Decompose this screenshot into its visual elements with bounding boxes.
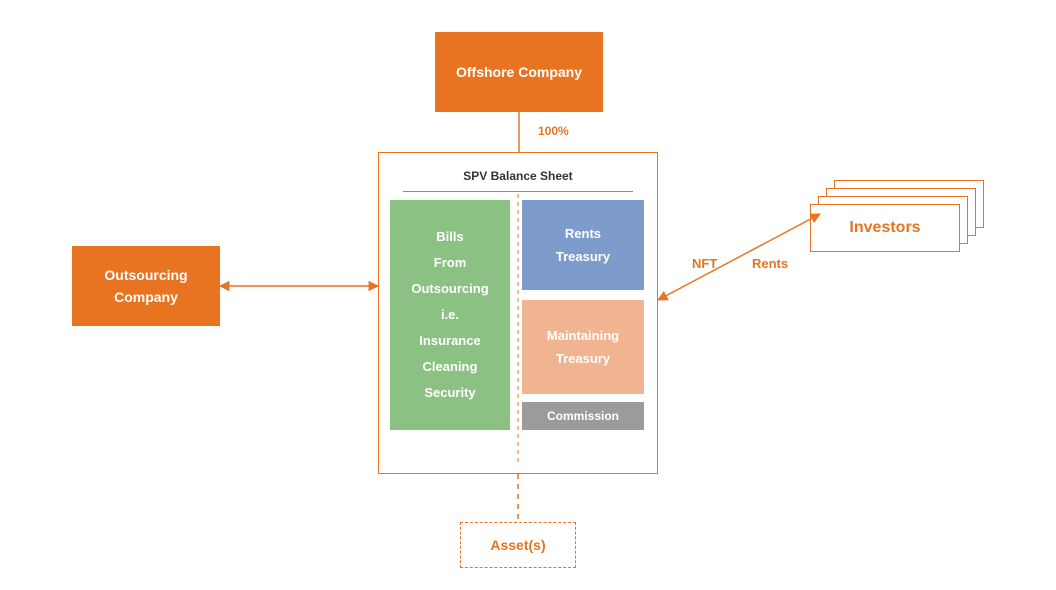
edge-spv-investors xyxy=(658,214,820,300)
edge-label-rents: Rents xyxy=(752,256,788,271)
spv-title-wrap: SPV Balance Sheet xyxy=(403,167,633,192)
assets-label: Asset(s) xyxy=(490,537,545,553)
outsourcing-company-node: Outsourcing Company xyxy=(72,246,220,326)
assets-node: Asset(s) xyxy=(460,522,576,568)
maintaining-treasury-label: Maintaining Treasury xyxy=(547,324,619,371)
commission-block: Commission xyxy=(522,402,644,430)
edge-label-nft: NFT xyxy=(692,256,717,271)
edge-label-100pct: 100% xyxy=(538,124,569,138)
bills-label: BillsFromOutsourcingi.e.InsuranceCleanin… xyxy=(411,224,488,406)
maintaining-treasury-block: Maintaining Treasury xyxy=(522,300,644,394)
spv-title-underline xyxy=(403,191,633,192)
rents-treasury-block: Rents Treasury xyxy=(522,200,644,290)
spv-title: SPV Balance Sheet xyxy=(463,169,572,183)
investors-card-front: Investors xyxy=(810,204,960,252)
commission-label: Commission xyxy=(547,409,619,423)
investors-stack: Investors xyxy=(810,180,984,252)
offshore-company-node: Offshore Company xyxy=(435,32,603,112)
bills-block: BillsFromOutsourcingi.e.InsuranceCleanin… xyxy=(390,200,510,430)
offshore-company-label: Offshore Company xyxy=(456,64,582,80)
outsourcing-company-label: Outsourcing Company xyxy=(104,264,187,309)
rents-treasury-label: Rents Treasury xyxy=(556,222,610,269)
